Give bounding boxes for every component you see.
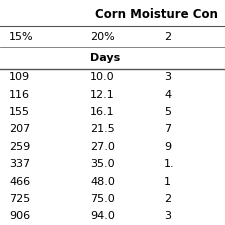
Text: 15%: 15% xyxy=(9,32,34,42)
Text: 48.0: 48.0 xyxy=(90,177,115,187)
Text: 16.1: 16.1 xyxy=(90,107,115,117)
Text: 259: 259 xyxy=(9,142,30,152)
Text: 5: 5 xyxy=(164,107,171,117)
Text: 10.0: 10.0 xyxy=(90,72,115,82)
Text: 1: 1 xyxy=(164,177,171,187)
Text: 109: 109 xyxy=(9,72,30,82)
Text: 155: 155 xyxy=(9,107,30,117)
Text: 27.0: 27.0 xyxy=(90,142,115,152)
Text: 207: 207 xyxy=(9,124,30,134)
Text: 2: 2 xyxy=(164,32,171,42)
Text: 906: 906 xyxy=(9,211,30,221)
Text: 116: 116 xyxy=(9,90,30,100)
Text: Days: Days xyxy=(90,53,120,63)
Text: Corn Moisture Con: Corn Moisture Con xyxy=(94,8,217,21)
Text: 75.0: 75.0 xyxy=(90,194,115,204)
Text: 9: 9 xyxy=(164,142,171,152)
Text: 94.0: 94.0 xyxy=(90,211,115,221)
Text: 2: 2 xyxy=(164,194,171,204)
Text: 725: 725 xyxy=(9,194,30,204)
Text: 21.5: 21.5 xyxy=(90,124,115,134)
Text: 337: 337 xyxy=(9,159,30,169)
Text: 466: 466 xyxy=(9,177,30,187)
Text: 1.: 1. xyxy=(164,159,175,169)
Text: 35.0: 35.0 xyxy=(90,159,115,169)
Text: 4: 4 xyxy=(164,90,171,100)
Text: 12.1: 12.1 xyxy=(90,90,115,100)
Text: 7: 7 xyxy=(164,124,171,134)
Text: 3: 3 xyxy=(164,211,171,221)
Text: 20%: 20% xyxy=(90,32,115,42)
Text: 3: 3 xyxy=(164,72,171,82)
